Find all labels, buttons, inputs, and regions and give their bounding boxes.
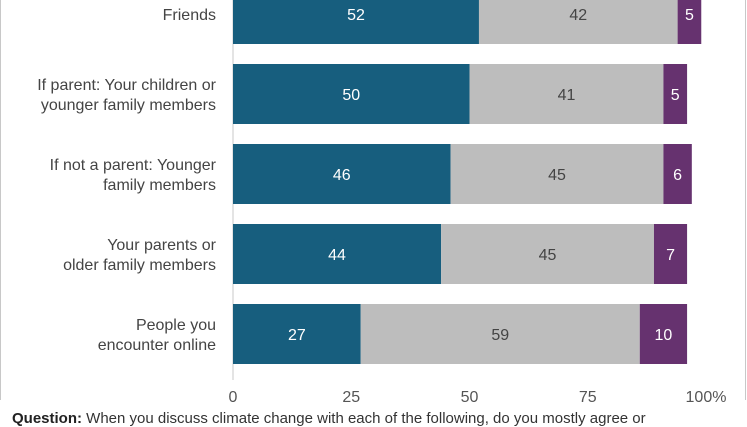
bar-segment-disagree <box>677 0 702 44</box>
frame-left-border <box>0 0 1 400</box>
category-label: Your parents or <box>107 237 216 254</box>
category-label: People you <box>136 317 216 334</box>
category-label: Friends <box>163 7 216 24</box>
x-tick-label: 50 <box>461 389 479 406</box>
data-label-neutral: 41 <box>558 87 576 104</box>
frame-right-border <box>745 0 746 400</box>
bar-segment-neutral <box>478 0 678 44</box>
bar-segment-neutral <box>469 64 664 124</box>
category-label: younger family members <box>41 97 216 114</box>
bar-segment-agree <box>233 224 442 284</box>
bar-segment-agree <box>233 304 361 364</box>
question-text: When you discuss climate change with eac… <box>86 410 646 427</box>
bar-segment-agree <box>233 0 479 44</box>
data-label-disagree: 7 <box>666 247 675 264</box>
bar-segment-neutral <box>360 304 640 364</box>
x-tick-label: 25 <box>342 389 360 406</box>
data-label-disagree: 5 <box>671 87 680 104</box>
category-label: If not a parent: Younger <box>50 157 217 174</box>
data-label-agree: 44 <box>328 247 346 264</box>
data-label-disagree: 5 <box>685 7 694 24</box>
question-label: Question: <box>12 410 82 427</box>
data-label-agree: 27 <box>288 327 306 344</box>
category-label: family members <box>103 177 216 194</box>
bar-segment-disagree <box>653 224 688 284</box>
bar-segment-disagree <box>663 64 688 124</box>
data-label-neutral: 45 <box>539 247 557 264</box>
bar-segment-disagree <box>639 304 688 364</box>
data-label-neutral: 45 <box>548 167 566 184</box>
bar-segment-neutral <box>450 144 664 204</box>
data-label-disagree: 6 <box>673 167 682 184</box>
category-label: encounter online <box>98 337 216 354</box>
question-caption: Question: When you discuss climate chang… <box>12 410 747 427</box>
category-label: older family members <box>63 257 216 274</box>
data-label-agree: 50 <box>342 87 360 104</box>
x-tick-label: 0 <box>229 389 238 406</box>
bar-segment-disagree <box>663 144 692 204</box>
bar-segment-agree <box>233 64 470 124</box>
data-label-disagree: 10 <box>655 327 673 344</box>
data-label-agree: 52 <box>347 7 365 24</box>
data-label-agree: 46 <box>333 167 351 184</box>
category-label: If parent: Your children or <box>37 77 216 94</box>
x-tick-label: 75 <box>579 389 597 406</box>
data-label-neutral: 59 <box>491 327 509 344</box>
x-tick-label: 100% <box>686 389 727 406</box>
data-label-neutral: 42 <box>569 7 587 24</box>
bar-segment-neutral <box>441 224 654 284</box>
bar-segment-agree <box>233 144 451 204</box>
